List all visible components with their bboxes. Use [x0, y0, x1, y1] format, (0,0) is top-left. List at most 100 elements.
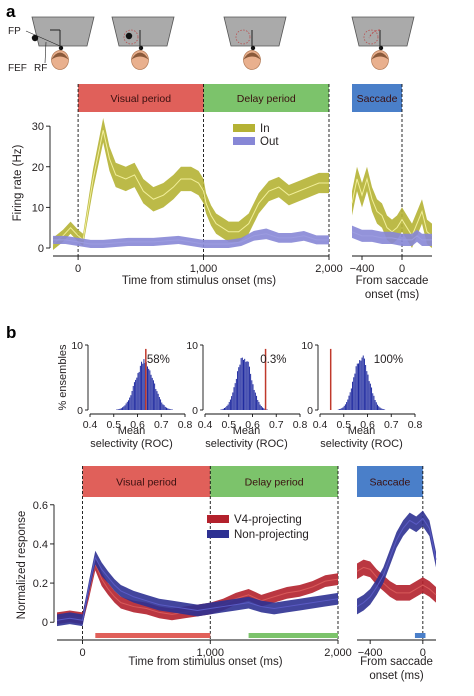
rf-label: RF [34, 63, 47, 74]
legend: V4-projecting Non-projecting [207, 514, 309, 541]
period-label-0: Saccade [357, 93, 398, 105]
hist-bar [382, 409, 384, 410]
x-tick-label: 0.7 [384, 419, 399, 431]
hist-bar [158, 397, 160, 410]
hist-bar [344, 404, 346, 410]
x-tick-label: 0.8 [293, 419, 308, 431]
hist-bar [363, 358, 365, 410]
hist-bar [228, 401, 230, 410]
hist-bar [227, 404, 229, 410]
hist-bar [253, 389, 255, 410]
hist-bar [167, 408, 169, 410]
hist-bar [233, 387, 235, 410]
hist-bar [154, 383, 156, 410]
hist-bar [343, 405, 345, 410]
period-bar-1 [203, 84, 329, 112]
hist-bar [221, 409, 223, 410]
hist-bar [156, 391, 158, 410]
hist-bar [352, 381, 354, 410]
panel-b-label: b [6, 323, 16, 342]
series-band-0 [352, 166, 432, 248]
hist-bar [139, 365, 141, 410]
hist-bar [259, 404, 261, 410]
series-band-1 [352, 225, 432, 246]
hist-bar [247, 361, 249, 410]
fixation-point-icon [138, 45, 144, 51]
schematic-step-2 [111, 16, 175, 70]
hist-bar [378, 406, 380, 410]
hist-bar [147, 366, 148, 410]
hist-bar [339, 409, 340, 410]
rf-pointer-icon [44, 41, 47, 64]
hist-bar [347, 399, 349, 410]
hist-bar [252, 384, 254, 410]
hist-bar [361, 357, 363, 410]
x-tick-label: 0.7 [269, 419, 284, 431]
x-tick-label: 0 [75, 263, 81, 275]
percent-annotation: 0.3% [260, 354, 286, 366]
hist-bar [251, 380, 253, 410]
hair-icon [243, 52, 261, 60]
hist-bar [248, 366, 250, 410]
schematic-step-3 [223, 16, 287, 70]
y-tick-label: 0 [77, 405, 83, 417]
x-tick-label: 0.4 [83, 419, 98, 431]
legend-label-1: Non-projecting [234, 529, 309, 541]
hist-bar [136, 377, 138, 410]
x-tick-label: 0.5 [106, 419, 121, 431]
hist-bar [241, 357, 243, 410]
x-tick-label: 0.8 [178, 419, 193, 431]
task-schematics: FP FEF RF [8, 16, 415, 74]
legend-swatch-1 [233, 137, 255, 145]
y-tick-label: 0 [42, 617, 48, 629]
hist-bar [133, 382, 135, 410]
percent-annotation: 100% [374, 354, 403, 366]
x-tick-label: −400 [358, 647, 383, 659]
x-tick-label: 0.6 [130, 419, 145, 431]
b-main-chart: Visual period Delay period 0 1,000 2,000 Time… [16, 466, 352, 668]
fef-label: FEF [8, 63, 27, 74]
x-tick-label: 0 [420, 647, 426, 659]
hist-bar [381, 408, 383, 410]
hist-bar [237, 371, 239, 410]
y-tick-label: 20 [32, 162, 44, 174]
hist-bar [254, 392, 256, 410]
period-label-0: Saccade [369, 477, 410, 489]
screen-icon [223, 16, 287, 47]
hist-bar [168, 408, 170, 410]
hist-bar [148, 368, 150, 410]
series-line-1 [53, 233, 329, 245]
hair-icon [51, 52, 69, 60]
x-tick-label: 0.6 [360, 419, 375, 431]
hist-bar [229, 399, 231, 410]
screen-icon [111, 16, 175, 47]
x-tick-label: 0.5 [336, 419, 351, 431]
hist-bar [243, 359, 244, 410]
target-stimulus-icon [125, 32, 133, 40]
hist-bar [260, 405, 262, 410]
hist-bar [160, 399, 162, 410]
hist-bar [162, 404, 164, 410]
series-band-1 [357, 510, 436, 615]
x-tick-label: 0.6 [245, 419, 260, 431]
hist-bar [170, 409, 172, 410]
hist-bar [235, 378, 237, 410]
hist-bar [341, 408, 343, 410]
x-axis-title-2: onset (ms) [365, 289, 419, 301]
hist-bar [128, 400, 129, 410]
hist-bar [224, 407, 225, 410]
hist-bar [131, 391, 133, 410]
hist-bar [365, 365, 367, 410]
hist-bar [384, 409, 386, 410]
hist-bar [342, 407, 344, 410]
hist-bar [250, 373, 252, 410]
hist-bar [360, 360, 362, 410]
hist-bar [161, 402, 163, 410]
hist-bar [163, 405, 165, 410]
legend-swatch-0 [233, 124, 255, 132]
series-band-1 [53, 228, 329, 248]
y-axis-title: Normalized response [16, 511, 28, 620]
